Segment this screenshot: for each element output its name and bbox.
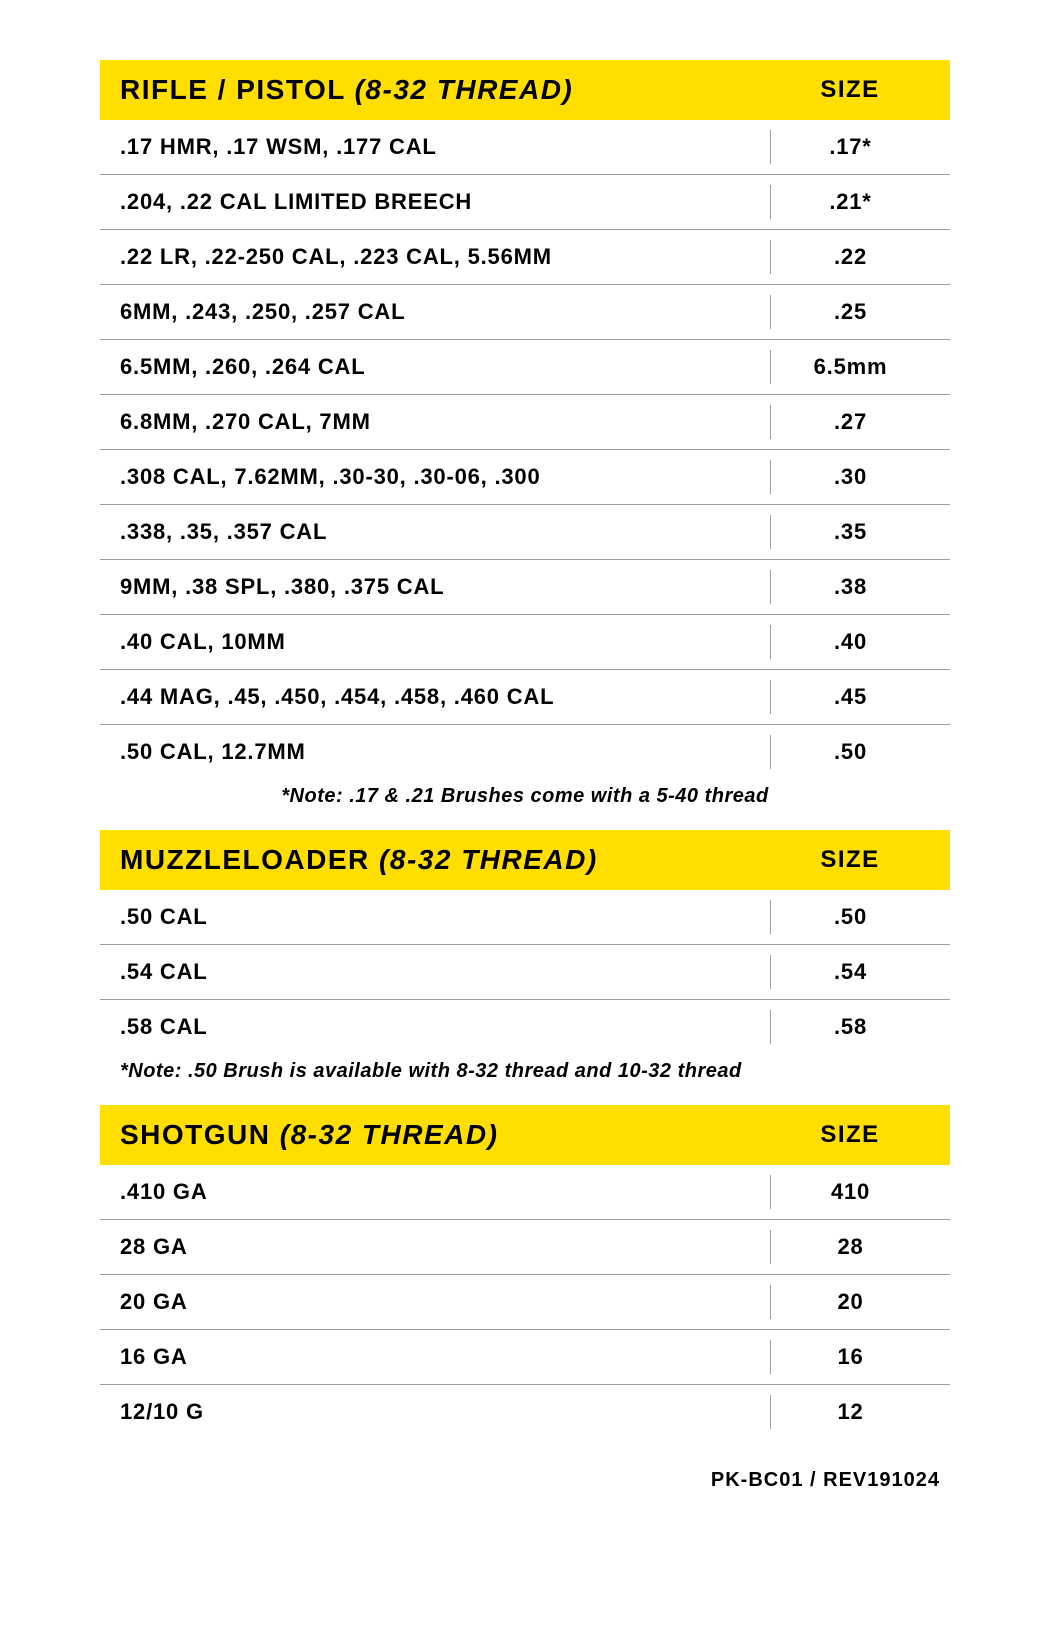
size-cell: .22 — [770, 240, 930, 274]
caliber-cell: 9MM, .38 SPL, .380, .375 CAL — [120, 574, 770, 600]
caliber-cell: .50 CAL — [120, 904, 770, 930]
size-cell: 6.5mm — [770, 350, 930, 384]
size-cell: 28 — [770, 1230, 930, 1264]
caliber-cell: .410 GA — [120, 1179, 770, 1205]
table-row: .54 CAL.54 — [100, 944, 950, 999]
section-title: MUZZLELOADER — [120, 844, 370, 875]
caliber-cell: .308 CAL, 7.62MM, .30-30, .30-06, .300 — [120, 464, 770, 490]
caliber-cell: .40 CAL, 10MM — [120, 629, 770, 655]
size-cell: .50 — [770, 900, 930, 934]
section-title: RIFLE / PISTOL — [120, 74, 345, 105]
caliber-cell: 20 GA — [120, 1289, 770, 1315]
caliber-cell: 6.5MM, .260, .264 CAL — [120, 354, 770, 380]
table-row: 9MM, .38 SPL, .380, .375 CAL.38 — [100, 559, 950, 614]
footer-code: PK-BC01 / REV191024 — [100, 1469, 950, 1492]
table-row: .22 LR, .22-250 CAL, .223 CAL, 5.56MM.22 — [100, 229, 950, 284]
section-header: RIFLE / PISTOL (8-32 THREAD) SIZE — [100, 60, 950, 120]
size-cell: .21* — [770, 185, 930, 219]
caliber-cell: .204, .22 CAL LIMITED BREECH — [120, 189, 770, 215]
table-row: 16 GA16 — [100, 1329, 950, 1384]
section-subtitle: (8-32 THREAD) — [355, 74, 574, 105]
size-cell: .38 — [770, 570, 930, 604]
section-subtitle: (8-32 THREAD) — [280, 1119, 499, 1150]
size-column-header: SIZE — [770, 846, 930, 874]
table-row: .17 HMR, .17 WSM, .177 CAL.17* — [100, 120, 950, 174]
table-row: .50 CAL.50 — [100, 890, 950, 944]
size-cell: .40 — [770, 625, 930, 659]
table-row: 12/10 G12 — [100, 1384, 950, 1439]
table-row: 6.8MM, .270 CAL, 7MM.27 — [100, 394, 950, 449]
size-cell: 16 — [770, 1340, 930, 1374]
caliber-cell: .17 HMR, .17 WSM, .177 CAL — [120, 134, 770, 160]
caliber-cell: 16 GA — [120, 1344, 770, 1370]
table-row: .44 MAG, .45, .450, .454, .458, .460 CAL… — [100, 669, 950, 724]
section-subtitle: (8-32 THREAD) — [379, 844, 598, 875]
size-cell: .58 — [770, 1010, 930, 1044]
caliber-cell: .58 CAL — [120, 1014, 770, 1040]
table-row: 6.5MM, .260, .264 CAL6.5mm — [100, 339, 950, 394]
table-row: 20 GA20 — [100, 1274, 950, 1329]
size-cell: 12 — [770, 1395, 930, 1429]
section-note: *Note: .17 & .21 Brushes come with a 5-4… — [100, 785, 950, 808]
caliber-cell: .50 CAL, 12.7MM — [120, 739, 770, 765]
section: RIFLE / PISTOL (8-32 THREAD) SIZE .17 HMR,… — [100, 60, 950, 808]
size-cell: 410 — [770, 1175, 930, 1209]
size-cell: .27 — [770, 405, 930, 439]
size-cell: .54 — [770, 955, 930, 989]
size-column-header: SIZE — [770, 76, 930, 104]
size-cell: .45 — [770, 680, 930, 714]
caliber-cell: .338, .35, .357 CAL — [120, 519, 770, 545]
caliber-cell: 6.8MM, .270 CAL, 7MM — [120, 409, 770, 435]
size-cell: .50 — [770, 735, 930, 769]
caliber-cell: 6MM, .243, .250, .257 CAL — [120, 299, 770, 325]
caliber-cell: .44 MAG, .45, .450, .454, .458, .460 CAL — [120, 684, 770, 710]
section-header: MUZZLELOADER (8-32 THREAD) SIZE — [100, 830, 950, 890]
caliber-cell: .22 LR, .22-250 CAL, .223 CAL, 5.56MM — [120, 244, 770, 270]
section-title: SHOTGUN — [120, 1119, 271, 1150]
table-row: .40 CAL, 10MM.40 — [100, 614, 950, 669]
size-cell: 20 — [770, 1285, 930, 1319]
caliber-cell: .54 CAL — [120, 959, 770, 985]
caliber-cell: 12/10 G — [120, 1399, 770, 1425]
section-header: SHOTGUN (8-32 THREAD) SIZE — [100, 1105, 950, 1165]
section: SHOTGUN (8-32 THREAD)SIZE.410 GA41028 GA… — [100, 1105, 950, 1439]
table-row: .50 CAL, 12.7MM.50 — [100, 724, 950, 779]
table-row: .308 CAL, 7.62MM, .30-30, .30-06, .300.3… — [100, 449, 950, 504]
table-row: 28 GA28 — [100, 1219, 950, 1274]
table-row: .204, .22 CAL LIMITED BREECH.21* — [100, 174, 950, 229]
size-cell: .30 — [770, 460, 930, 494]
size-cell: .35 — [770, 515, 930, 549]
size-cell: .17* — [770, 130, 930, 164]
section-note: *Note: .50 Brush is available with 8-32 … — [100, 1060, 950, 1083]
table-row: .338, .35, .357 CAL.35 — [100, 504, 950, 559]
size-cell: .25 — [770, 295, 930, 329]
table-row: .58 CAL.58 — [100, 999, 950, 1054]
section: MUZZLELOADER (8-32 THREAD) SIZE .50 CAL.50… — [100, 830, 950, 1083]
table-row: 6MM, .243, .250, .257 CAL.25 — [100, 284, 950, 339]
caliber-cell: 28 GA — [120, 1234, 770, 1260]
size-column-header: SIZE — [770, 1121, 930, 1149]
table-row: .410 GA410 — [100, 1165, 950, 1219]
